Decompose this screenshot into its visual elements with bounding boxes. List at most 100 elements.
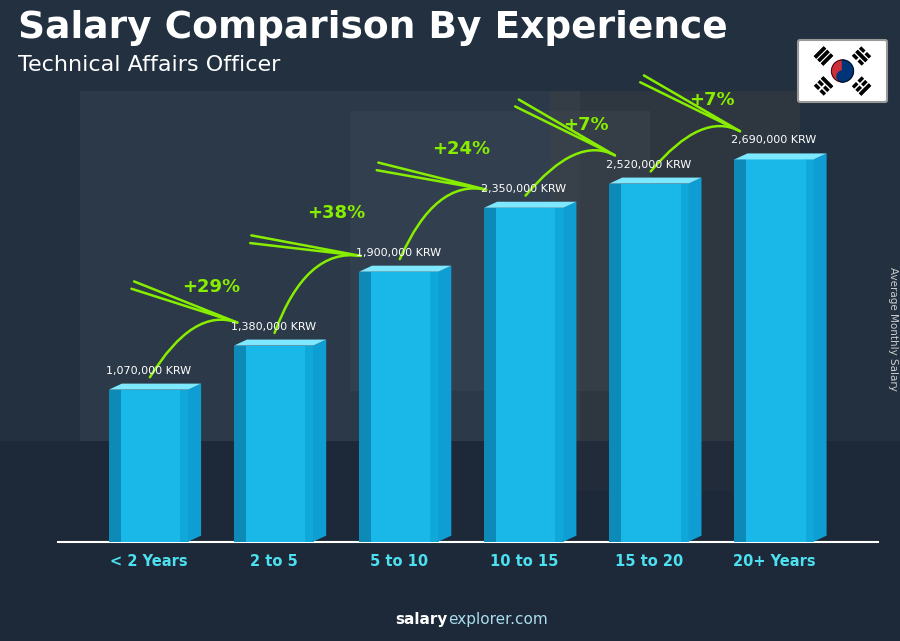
- Bar: [652, 183, 657, 542]
- Bar: [435, 272, 439, 542]
- Bar: [751, 160, 755, 542]
- Bar: [500, 208, 505, 542]
- Bar: [802, 160, 806, 542]
- Bar: [274, 345, 278, 542]
- Polygon shape: [609, 178, 701, 183]
- Text: 2,520,000 KRW: 2,520,000 KRW: [607, 160, 691, 170]
- Text: +7%: +7%: [563, 115, 609, 133]
- Text: 5 to 10: 5 to 10: [370, 554, 428, 569]
- Polygon shape: [359, 265, 451, 272]
- Bar: [0, 441, 900, 641]
- Bar: [375, 272, 380, 542]
- Bar: [112, 390, 117, 542]
- Bar: [277, 345, 282, 542]
- Text: 2,690,000 KRW: 2,690,000 KRW: [732, 135, 816, 146]
- Text: explorer.com: explorer.com: [448, 612, 548, 627]
- Bar: [806, 160, 810, 542]
- Bar: [254, 345, 258, 542]
- Bar: [609, 183, 614, 542]
- Bar: [391, 272, 395, 542]
- Bar: [617, 183, 622, 542]
- Bar: [547, 208, 552, 542]
- Bar: [266, 345, 270, 542]
- Bar: [109, 390, 113, 542]
- Bar: [172, 390, 176, 542]
- Bar: [399, 272, 403, 542]
- Bar: [80, 91, 580, 441]
- Bar: [117, 390, 122, 542]
- Polygon shape: [814, 153, 826, 542]
- Bar: [293, 345, 298, 542]
- Bar: [165, 390, 169, 542]
- Text: 2,350,000 KRW: 2,350,000 KRW: [482, 184, 566, 194]
- Text: +24%: +24%: [432, 140, 491, 158]
- Polygon shape: [188, 383, 201, 542]
- Bar: [382, 272, 387, 542]
- Bar: [645, 183, 650, 542]
- Bar: [250, 345, 255, 542]
- Bar: [262, 345, 266, 542]
- Bar: [387, 272, 392, 542]
- Bar: [350, 111, 650, 391]
- Polygon shape: [837, 71, 848, 82]
- Bar: [790, 160, 795, 542]
- Bar: [422, 272, 427, 542]
- Bar: [641, 183, 645, 542]
- Polygon shape: [313, 340, 326, 542]
- Bar: [367, 272, 372, 542]
- Bar: [257, 345, 262, 542]
- Polygon shape: [484, 202, 576, 208]
- Bar: [488, 208, 492, 542]
- Text: salary: salary: [396, 612, 448, 627]
- Bar: [544, 208, 548, 542]
- Bar: [613, 183, 617, 542]
- Bar: [766, 160, 770, 542]
- Text: < 2 Years: < 2 Years: [110, 554, 187, 569]
- Bar: [680, 183, 685, 542]
- Bar: [774, 160, 778, 542]
- Bar: [786, 160, 790, 542]
- Bar: [418, 272, 423, 542]
- Polygon shape: [842, 60, 853, 82]
- Bar: [742, 160, 747, 542]
- Bar: [734, 160, 739, 542]
- Bar: [430, 272, 435, 542]
- Bar: [297, 345, 302, 542]
- Text: Salary Comparison By Experience: Salary Comparison By Experience: [18, 10, 728, 46]
- Bar: [180, 390, 184, 542]
- Text: 2 to 5: 2 to 5: [249, 554, 298, 569]
- Bar: [782, 160, 787, 542]
- Bar: [302, 345, 306, 542]
- FancyBboxPatch shape: [798, 40, 887, 102]
- Bar: [626, 183, 630, 542]
- Text: Technical Affairs Officer: Technical Affairs Officer: [18, 55, 281, 75]
- Bar: [157, 390, 161, 542]
- Bar: [140, 390, 145, 542]
- Bar: [555, 208, 560, 542]
- Bar: [536, 208, 540, 542]
- Bar: [496, 208, 500, 542]
- Bar: [520, 208, 525, 542]
- Bar: [794, 160, 798, 542]
- Bar: [508, 208, 512, 542]
- Bar: [184, 390, 189, 542]
- Bar: [176, 390, 181, 542]
- Bar: [527, 208, 532, 542]
- Bar: [270, 345, 274, 542]
- Bar: [738, 160, 742, 542]
- Bar: [407, 272, 411, 542]
- Polygon shape: [109, 383, 201, 390]
- Bar: [238, 345, 242, 542]
- Bar: [427, 272, 431, 542]
- Bar: [145, 390, 149, 542]
- Bar: [129, 390, 133, 542]
- Text: Average Monthly Salary: Average Monthly Salary: [888, 267, 898, 390]
- Polygon shape: [734, 153, 826, 160]
- Polygon shape: [688, 178, 701, 542]
- Bar: [285, 345, 290, 542]
- Bar: [540, 208, 544, 542]
- Bar: [637, 183, 642, 542]
- Bar: [310, 345, 314, 542]
- Bar: [290, 345, 294, 542]
- Bar: [246, 345, 250, 542]
